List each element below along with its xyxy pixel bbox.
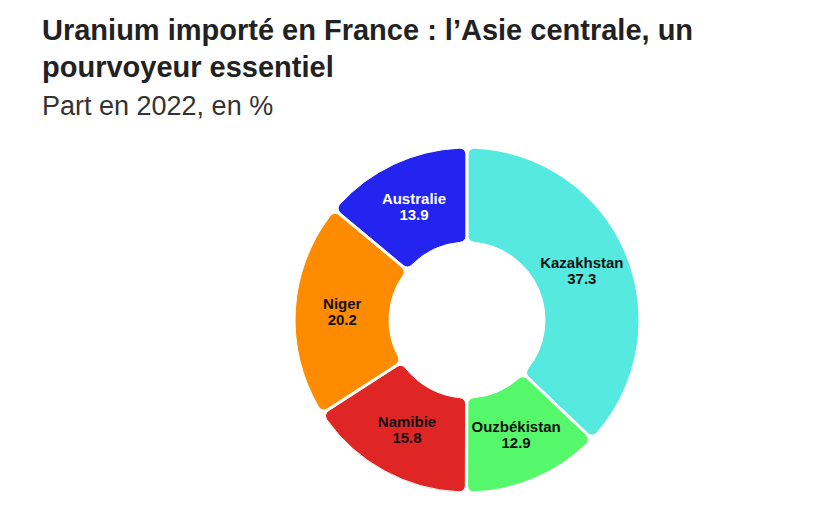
- slice: [468, 148, 639, 435]
- slice-label: Namibie: [378, 413, 436, 430]
- data-label: 12.9: [501, 434, 530, 451]
- slice-label: Kazakhstan: [540, 254, 623, 271]
- data-label: 13.9: [399, 206, 428, 223]
- slice-label: Australie: [382, 190, 446, 207]
- slice: [468, 377, 589, 492]
- data-label: 20.2: [328, 311, 357, 328]
- labels: Kazakhstan37.3 Ouzbékistan12.9 Namibie15.8…: [323, 190, 624, 451]
- title: Uranium importé en France : l’Asie centr…: [42, 14, 693, 83]
- slice-label: Niger: [323, 295, 362, 312]
- slice: [338, 148, 466, 267]
- donut: [295, 148, 639, 492]
- chart: Uranium importé en France : l’Asie centr…: [0, 0, 834, 512]
- slice-label: Ouzbékistan: [472, 418, 561, 435]
- data-label: 15.8: [392, 429, 421, 446]
- subtitle: Part en 2022, en %: [42, 91, 273, 121]
- data-label: 37.3: [567, 270, 596, 287]
